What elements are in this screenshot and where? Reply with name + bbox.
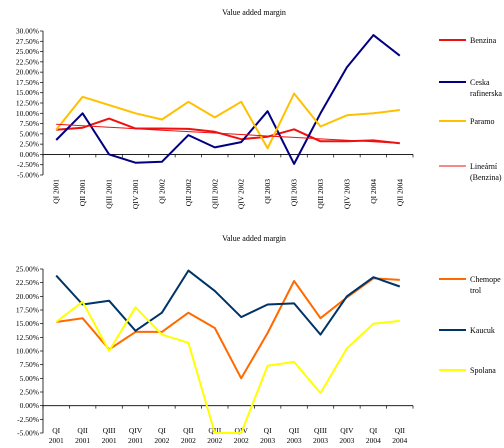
x-tick-label: QII 2001	[75, 426, 90, 445]
legend-label: Chemope trol	[470, 275, 501, 295]
chart-1-title: Value added margin	[222, 8, 286, 17]
legend-label: Spolana	[470, 366, 496, 375]
y-tick-label: 12.50%	[16, 333, 39, 342]
series-line-1	[56, 277, 400, 380]
legend-label: Lineární (Benzina)	[470, 162, 502, 182]
y-tick-label: 15.00%	[16, 88, 39, 97]
y-tick-label: 17.50%	[16, 306, 39, 315]
x-tick-label: QIV 2001	[128, 426, 143, 445]
y-tick-label: 27.50%	[16, 37, 39, 46]
x-tick-label: QII 2003	[287, 426, 302, 445]
chart-1-legend: Benzina Ceska rafinerska Paramo Lineární (Ben…	[439, 36, 502, 182]
x-tick-label: QI 2003	[263, 179, 272, 204]
x-tick-label: QII 2004	[395, 179, 404, 207]
x-tick-label: QII 2004	[392, 426, 407, 445]
x-tick-label: QIII 2003	[313, 426, 328, 445]
y-tick-label: -5.00%	[17, 429, 39, 438]
x-tick-label: QIII 2001	[102, 426, 117, 445]
y-tick-label: 30.00%	[16, 27, 39, 36]
y-tick-label: 25.00%	[16, 265, 39, 274]
y-tick-label: 7.50%	[20, 119, 39, 128]
y-tick-label: 25.00%	[16, 47, 39, 56]
y-tick-label: 0.00%	[20, 401, 39, 410]
y-tick-label: 2.50%	[20, 388, 39, 397]
x-tick-label: QI 2002	[154, 426, 169, 445]
legend-label: Paramo	[470, 117, 494, 126]
x-tick-label: QIV 2002	[234, 426, 249, 445]
x-tick-label: QIV 2002	[237, 179, 246, 209]
x-tick-label: QIII 2001	[105, 179, 114, 209]
x-tick-label: QI 2001	[49, 426, 64, 445]
y-tick-label: -2.50%	[17, 160, 39, 169]
series-line-4	[56, 123, 400, 144]
legend-label: Kaucuk	[470, 326, 495, 335]
series-line-1	[56, 117, 400, 145]
y-tick-label: 10.00%	[16, 109, 39, 118]
chart-2-legend: Chemope trol Kaucuk Spolana	[439, 275, 501, 375]
series-line-2	[55, 34, 401, 165]
chart-2: Value added margin -5.00% -2.50% 0.00% 2.50…	[16, 234, 501, 445]
chart-1-axes: -5.00% -2.50%0.00%2.50% 5.00%7.50%10.00%12…	[16, 27, 414, 209]
chart-2-axes: -5.00% -2.50% 0.00% 2.50% 5.00% 7.50% 10.00% 12…	[16, 265, 414, 445]
legend-label: Benzina	[470, 36, 497, 45]
x-tick-label: QII 2002	[184, 179, 193, 207]
y-tick-label: -5.00%	[17, 171, 39, 180]
x-tick-label: QI 2001	[52, 179, 61, 204]
chart-2-title: Value added margin	[222, 234, 286, 243]
x-tick-label: QI 2002	[157, 179, 166, 204]
x-tick-label: QIV 2001	[131, 179, 140, 209]
y-tick-label: 10.00%	[16, 347, 39, 356]
series-line-2	[55, 269, 401, 336]
chart-2-series	[55, 269, 401, 434]
x-tick-label: QI 2003	[260, 426, 275, 445]
series-line-3	[55, 92, 400, 150]
y-tick-label: 17.50%	[16, 78, 39, 87]
y-tick-label: 5.00%	[20, 129, 39, 138]
x-tick-label: QI 2004	[366, 426, 381, 445]
series-line-3	[55, 300, 400, 434]
y-tick-label: 2.50%	[20, 140, 39, 149]
x-tick-label: QIII 2002	[207, 426, 222, 445]
y-tick-label: 12.50%	[16, 99, 39, 108]
chart-1-series	[55, 34, 401, 165]
x-tick-label: QIII 2003	[316, 179, 325, 209]
y-tick-label: 20.00%	[16, 68, 39, 77]
x-tick-label: QIII 2002	[210, 179, 219, 209]
legend-label: Ceska rafinerska	[470, 78, 502, 98]
x-tick-label: QII 2003	[290, 179, 299, 207]
y-tick-label: 0.00%	[20, 150, 39, 159]
x-tick-label: QI 2004	[369, 179, 378, 204]
y-tick-label: 5.00%	[20, 374, 39, 383]
y-tick-label: 7.50%	[20, 360, 39, 369]
x-tick-label: QIV 2003	[342, 179, 351, 209]
chart-1: Value added margin -5.00% -2.50%0.00%2.50…	[16, 8, 503, 209]
y-tick-label: 22.50%	[16, 278, 39, 287]
y-tick-label: 15.00%	[16, 319, 39, 328]
x-tick-label: QIV 2003	[339, 426, 354, 445]
y-tick-label: 20.00%	[16, 292, 39, 301]
x-tick-label: QII 2001	[78, 179, 87, 207]
y-tick-label: -2.50%	[17, 415, 39, 424]
x-tick-label: QII 2002	[181, 426, 196, 445]
y-tick-label: 22.50%	[16, 57, 39, 66]
